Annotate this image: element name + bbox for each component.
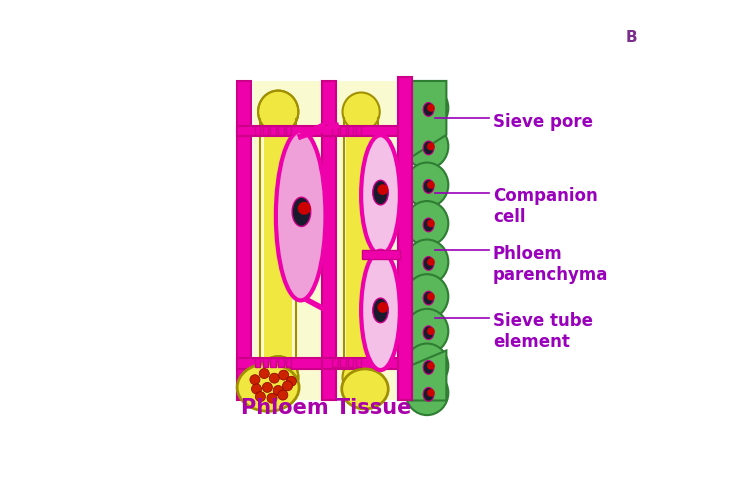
Bar xyxy=(362,250,400,259)
Ellipse shape xyxy=(423,326,434,340)
Circle shape xyxy=(260,369,269,378)
Ellipse shape xyxy=(406,162,448,207)
Ellipse shape xyxy=(276,131,326,300)
Circle shape xyxy=(273,386,284,396)
Bar xyxy=(340,126,346,135)
Bar xyxy=(237,126,322,136)
Bar xyxy=(278,358,284,367)
Ellipse shape xyxy=(343,358,380,397)
Bar xyxy=(278,126,284,135)
Circle shape xyxy=(278,370,289,380)
Bar xyxy=(346,130,376,364)
Bar xyxy=(340,358,346,367)
Bar xyxy=(322,126,413,136)
Bar xyxy=(348,126,353,135)
Ellipse shape xyxy=(264,358,292,374)
Bar xyxy=(271,126,276,135)
Text: B: B xyxy=(626,30,638,45)
Text: Phloem
parenchyma: Phloem parenchyma xyxy=(493,245,608,284)
Text: BYJU'S: BYJU'S xyxy=(657,24,706,37)
Ellipse shape xyxy=(423,141,434,155)
Bar xyxy=(253,81,396,401)
Bar xyxy=(356,126,362,135)
Ellipse shape xyxy=(346,122,376,136)
Bar xyxy=(398,81,412,401)
Circle shape xyxy=(298,202,310,215)
Circle shape xyxy=(427,104,435,112)
Circle shape xyxy=(427,143,435,150)
Ellipse shape xyxy=(258,91,299,133)
Ellipse shape xyxy=(237,363,299,411)
Ellipse shape xyxy=(362,135,400,254)
Ellipse shape xyxy=(423,291,434,305)
Circle shape xyxy=(377,184,388,195)
Circle shape xyxy=(262,382,272,392)
Ellipse shape xyxy=(423,179,434,193)
Circle shape xyxy=(269,373,279,383)
Text: Sieve tube
element: Sieve tube element xyxy=(493,312,592,351)
Circle shape xyxy=(427,258,435,266)
Bar xyxy=(286,358,292,367)
Ellipse shape xyxy=(406,371,448,415)
Ellipse shape xyxy=(423,103,434,116)
Circle shape xyxy=(251,384,262,394)
Bar xyxy=(322,81,336,401)
Circle shape xyxy=(286,376,296,386)
Polygon shape xyxy=(410,350,446,401)
Circle shape xyxy=(427,181,435,189)
Ellipse shape xyxy=(423,256,434,270)
Bar xyxy=(356,358,362,367)
Ellipse shape xyxy=(343,93,380,131)
Ellipse shape xyxy=(406,274,448,319)
Bar xyxy=(262,126,268,135)
Ellipse shape xyxy=(406,344,448,388)
Bar xyxy=(332,126,338,135)
Circle shape xyxy=(427,327,435,335)
Bar xyxy=(237,81,251,401)
Bar xyxy=(398,77,412,401)
Text: Sieve pore: Sieve pore xyxy=(493,113,592,131)
Circle shape xyxy=(427,219,435,227)
Ellipse shape xyxy=(406,201,448,246)
Circle shape xyxy=(283,381,292,391)
Bar xyxy=(255,358,260,367)
Bar xyxy=(255,126,260,135)
Polygon shape xyxy=(410,81,446,158)
Ellipse shape xyxy=(346,359,376,373)
Bar xyxy=(237,358,322,369)
Ellipse shape xyxy=(406,309,448,353)
Ellipse shape xyxy=(373,298,388,323)
Ellipse shape xyxy=(423,218,434,232)
Ellipse shape xyxy=(362,251,400,370)
Circle shape xyxy=(427,293,435,300)
Ellipse shape xyxy=(406,86,448,130)
Ellipse shape xyxy=(423,388,434,401)
Text: The Learning App: The Learning App xyxy=(654,49,709,54)
Ellipse shape xyxy=(373,180,388,205)
Ellipse shape xyxy=(292,197,310,227)
Ellipse shape xyxy=(406,240,448,284)
Circle shape xyxy=(427,362,435,370)
Circle shape xyxy=(255,392,266,402)
Ellipse shape xyxy=(406,124,448,169)
Text: Phloem Tissue: Phloem Tissue xyxy=(241,398,412,418)
Ellipse shape xyxy=(342,369,388,409)
Bar xyxy=(264,131,292,366)
Bar xyxy=(614,15,650,59)
Bar xyxy=(348,358,353,367)
Ellipse shape xyxy=(264,123,292,139)
Ellipse shape xyxy=(258,356,299,399)
Bar xyxy=(322,358,413,369)
Ellipse shape xyxy=(423,361,434,375)
Circle shape xyxy=(427,389,435,397)
Circle shape xyxy=(377,302,388,313)
Bar xyxy=(286,126,292,135)
Circle shape xyxy=(267,393,277,403)
Bar xyxy=(262,358,268,367)
Text: Companion
cell: Companion cell xyxy=(493,187,598,226)
Circle shape xyxy=(250,375,260,385)
Bar xyxy=(332,358,338,367)
Circle shape xyxy=(278,390,288,400)
Bar xyxy=(271,358,276,367)
